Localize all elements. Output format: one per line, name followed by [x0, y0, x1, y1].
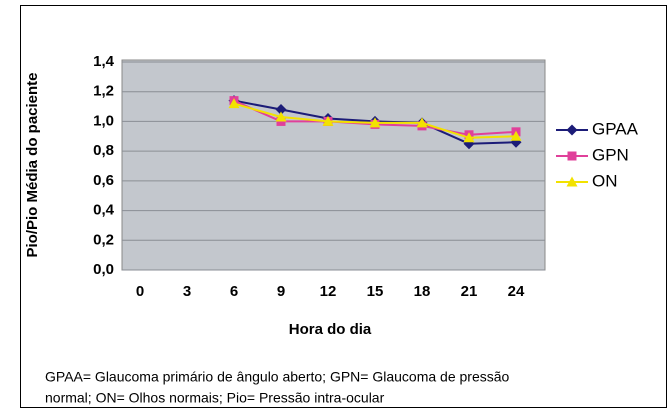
- note: GPAA= Glaucoma primário de ângulo aberto…: [45, 369, 510, 385]
- legend-label: GPN: [592, 145, 629, 164]
- x-tick-label: 15: [367, 283, 384, 300]
- y-tick-label: 0,2: [93, 231, 114, 248]
- x-tick-label: 0: [136, 283, 144, 300]
- marker: [566, 124, 578, 136]
- y-axis-label: Pio/Pio Média do paciente: [24, 72, 41, 257]
- x-tick-label: 21: [461, 283, 478, 300]
- marker: [416, 117, 428, 128]
- y-tick-label: 0,0: [93, 261, 114, 278]
- marker: [275, 111, 287, 122]
- x-tick-label: 6: [230, 283, 238, 300]
- x-tick-label: 9: [277, 283, 285, 300]
- y-tick-label: 1,4: [93, 53, 115, 70]
- x-tick-label: 18: [414, 283, 431, 300]
- marker: [322, 115, 334, 126]
- y-tick-label: 0,8: [93, 142, 114, 159]
- legend-label: GPAA: [592, 119, 639, 138]
- y-tick-label: 1,2: [93, 83, 114, 100]
- y-tick-label: 0,4: [93, 202, 115, 219]
- plot-area: [121, 59, 546, 271]
- marker: [275, 104, 287, 116]
- x-axis-label: Hora do dia: [289, 321, 372, 338]
- marker: [228, 98, 240, 109]
- y-tick-label: 1,0: [93, 112, 114, 129]
- marker: [369, 117, 381, 128]
- note: normal; ON= Olhos normais; Pio= Pressão …: [45, 390, 385, 406]
- x-tick-label: 12: [320, 283, 337, 300]
- x-tick-label: 3: [183, 283, 191, 300]
- legend-label: ON: [592, 171, 618, 190]
- marker: [566, 176, 578, 187]
- marker: [463, 132, 475, 143]
- marker: [567, 151, 577, 161]
- y-tick-label: 0,6: [93, 172, 114, 189]
- x-tick-label: 24: [508, 283, 525, 300]
- marker: [510, 130, 522, 141]
